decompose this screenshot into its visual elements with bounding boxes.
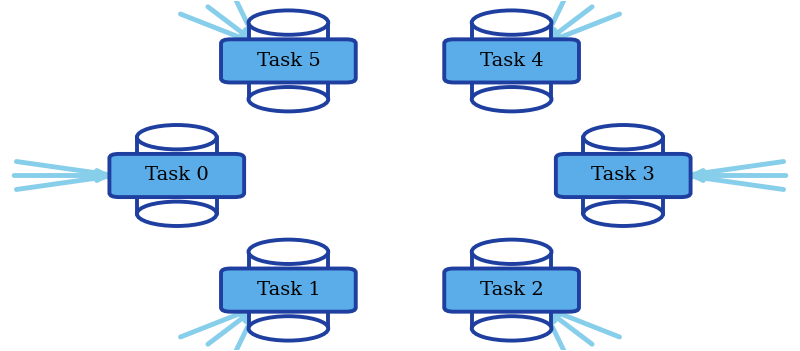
FancyBboxPatch shape bbox=[221, 269, 356, 312]
FancyBboxPatch shape bbox=[110, 154, 244, 197]
Ellipse shape bbox=[472, 316, 551, 340]
Bar bbox=[472, 22, 551, 99]
Ellipse shape bbox=[472, 240, 551, 264]
Text: Task 4: Task 4 bbox=[480, 52, 543, 70]
Ellipse shape bbox=[249, 11, 328, 35]
Ellipse shape bbox=[249, 316, 328, 340]
Bar bbox=[249, 252, 328, 329]
Ellipse shape bbox=[137, 201, 217, 226]
Text: Task 2: Task 2 bbox=[480, 281, 543, 299]
FancyBboxPatch shape bbox=[221, 39, 356, 82]
Text: Task 5: Task 5 bbox=[257, 52, 320, 70]
Bar bbox=[137, 137, 217, 214]
Ellipse shape bbox=[583, 201, 663, 226]
Text: Task 1: Task 1 bbox=[257, 281, 320, 299]
Bar bbox=[583, 137, 663, 214]
FancyBboxPatch shape bbox=[556, 154, 690, 197]
Ellipse shape bbox=[583, 125, 663, 150]
Bar bbox=[472, 252, 551, 329]
Ellipse shape bbox=[249, 240, 328, 264]
Text: Task 0: Task 0 bbox=[145, 166, 209, 185]
Bar bbox=[249, 22, 328, 99]
FancyBboxPatch shape bbox=[444, 39, 579, 82]
Ellipse shape bbox=[249, 87, 328, 111]
FancyBboxPatch shape bbox=[444, 269, 579, 312]
Ellipse shape bbox=[472, 11, 551, 35]
Ellipse shape bbox=[137, 125, 217, 150]
Ellipse shape bbox=[472, 87, 551, 111]
Text: Task 3: Task 3 bbox=[591, 166, 655, 185]
